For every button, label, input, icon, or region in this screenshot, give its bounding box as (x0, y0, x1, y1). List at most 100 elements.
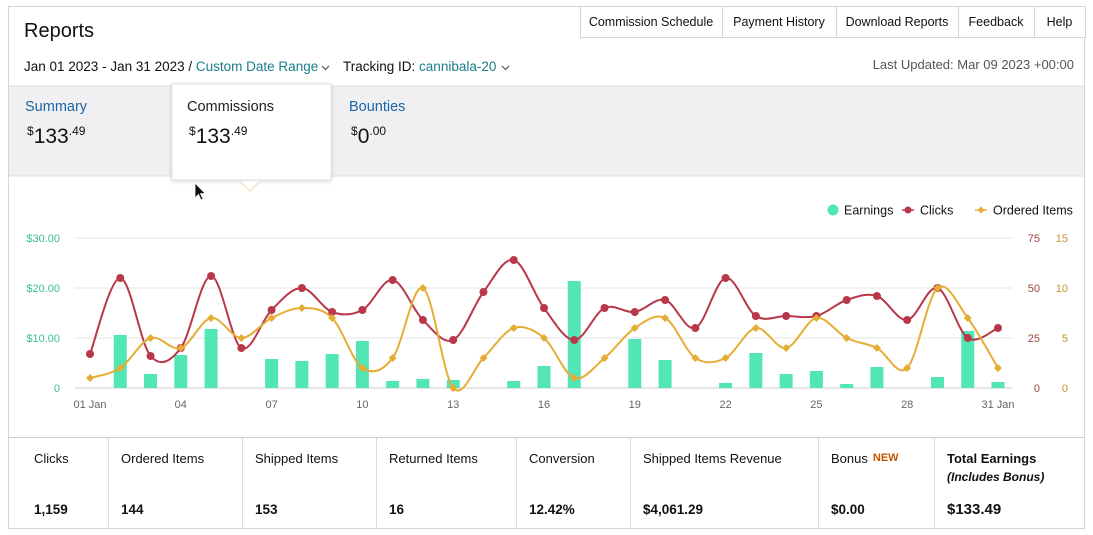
nav-button[interactable] (958, 6, 1035, 38)
point (267, 314, 276, 322)
amount-fraction: .49 (69, 124, 86, 138)
point (661, 314, 670, 322)
bar (174, 355, 188, 388)
point (237, 334, 246, 342)
stat-value: 153 (255, 502, 278, 517)
y2-tick-label: 75 (1028, 233, 1040, 245)
stat-value: 144 (121, 502, 144, 517)
tab-label[interactable]: Commissions (187, 99, 274, 115)
nav-button[interactable] (722, 6, 837, 38)
point (600, 354, 609, 362)
point (176, 344, 185, 352)
bar (144, 374, 158, 388)
bar (840, 384, 854, 388)
tab-label[interactable]: Bounties (349, 99, 405, 115)
bar (537, 366, 551, 388)
point (207, 272, 216, 280)
point (267, 306, 276, 314)
point (994, 324, 1002, 332)
point (812, 314, 821, 322)
stat-label: Returned Items (389, 451, 478, 466)
point (418, 316, 427, 324)
chevron[interactable] (321, 65, 330, 71)
stat-label: Clicks (34, 451, 69, 466)
nav-label[interactable]: Commission Schedule (589, 15, 713, 29)
nav-label[interactable]: Feedback (969, 15, 1025, 29)
x-tick-label: 07 (265, 399, 277, 411)
stat-value: 1,159 (34, 502, 68, 517)
chevron[interactable] (501, 65, 510, 71)
tracking-id[interactable]: cannibala-20 (419, 59, 496, 74)
point (116, 274, 125, 282)
y3-tick-label: 15 (1056, 233, 1068, 245)
nav-button[interactable] (580, 6, 723, 38)
tracking-label: Tracking ID: (343, 59, 415, 74)
tabs: Summary$133.49Commissions$133.49Bounties… (25, 99, 405, 148)
bar (204, 329, 218, 388)
y-tick-label: $30.00 (26, 233, 60, 245)
bar (809, 371, 823, 388)
point (358, 306, 367, 314)
tab-amount: $0.00 (351, 124, 386, 148)
nav-button[interactable] (1034, 6, 1086, 38)
amount-whole: 0 (358, 125, 370, 148)
point (297, 284, 306, 292)
point (358, 364, 367, 372)
currency: $ (27, 124, 34, 138)
x-tick-label: 25 (810, 399, 822, 411)
point (691, 324, 700, 332)
bar (961, 331, 975, 388)
bar (567, 281, 581, 388)
tab-amount: $133.49 (27, 124, 86, 148)
point (86, 374, 94, 382)
nav-label[interactable]: Download Reports (846, 15, 949, 29)
nav-label[interactable]: Help (1047, 15, 1073, 29)
tracking: Tracking ID: cannibala-20 (343, 59, 496, 74)
x-tick-label: 31 Jan (981, 399, 1014, 411)
point (630, 324, 639, 332)
legend-swatch (977, 206, 985, 214)
point (388, 276, 397, 284)
y-tick-label: 0 (54, 383, 60, 395)
point (418, 284, 427, 292)
cursor (194, 182, 207, 201)
bar (719, 383, 733, 388)
nav: Commission Schedule Payment History Downlo… (580, 6, 1086, 38)
stat-label: Shipped Items (255, 451, 339, 466)
point (963, 334, 972, 342)
stat-label: Conversion (529, 451, 595, 466)
last-updated: Last Updated: Mar 09 2023 +00:00 (873, 57, 1074, 72)
nav-label[interactable]: Payment History (733, 15, 825, 29)
tab-label[interactable]: Summary (25, 99, 88, 115)
stat-badge: NEW (873, 452, 899, 464)
stat-value: 16 (389, 502, 405, 517)
stat-value: $133.49 (947, 501, 1001, 518)
point (933, 284, 942, 292)
chart: 0 $10.00 $20.00 $30.00 0 25 50 75 0 5 10 15 01 Jan 04… (26, 204, 1073, 412)
point (146, 334, 155, 342)
title: Reports (24, 20, 94, 42)
y2-tick-label: 25 (1028, 333, 1040, 345)
bar (265, 359, 279, 388)
currency: $ (351, 124, 358, 138)
amount-fraction: .00 (369, 124, 386, 138)
point (721, 274, 730, 282)
legend-swatch (827, 204, 839, 216)
point (691, 354, 700, 362)
stats: Clicks 1,159 Ordered Items 144 Shipped Items… (34, 438, 1044, 528)
stat-value: $0.00 (831, 502, 865, 517)
bar (416, 379, 430, 388)
point (479, 354, 488, 362)
x-tick-label: 22 (719, 399, 731, 411)
date-range-link[interactable]: Custom Date Range (196, 59, 318, 74)
legend-label: Ordered Items (993, 204, 1073, 218)
date-range: Jan 01 2023 - Jan 31 2023 / Custom Date … (24, 59, 318, 74)
x-tick-label: 04 (175, 399, 187, 411)
currency: $ (189, 124, 196, 138)
active-tab[interactable] (171, 83, 332, 181)
bar (749, 353, 763, 388)
bar (658, 360, 672, 388)
point (994, 364, 1002, 372)
legend-swatch (904, 206, 912, 214)
